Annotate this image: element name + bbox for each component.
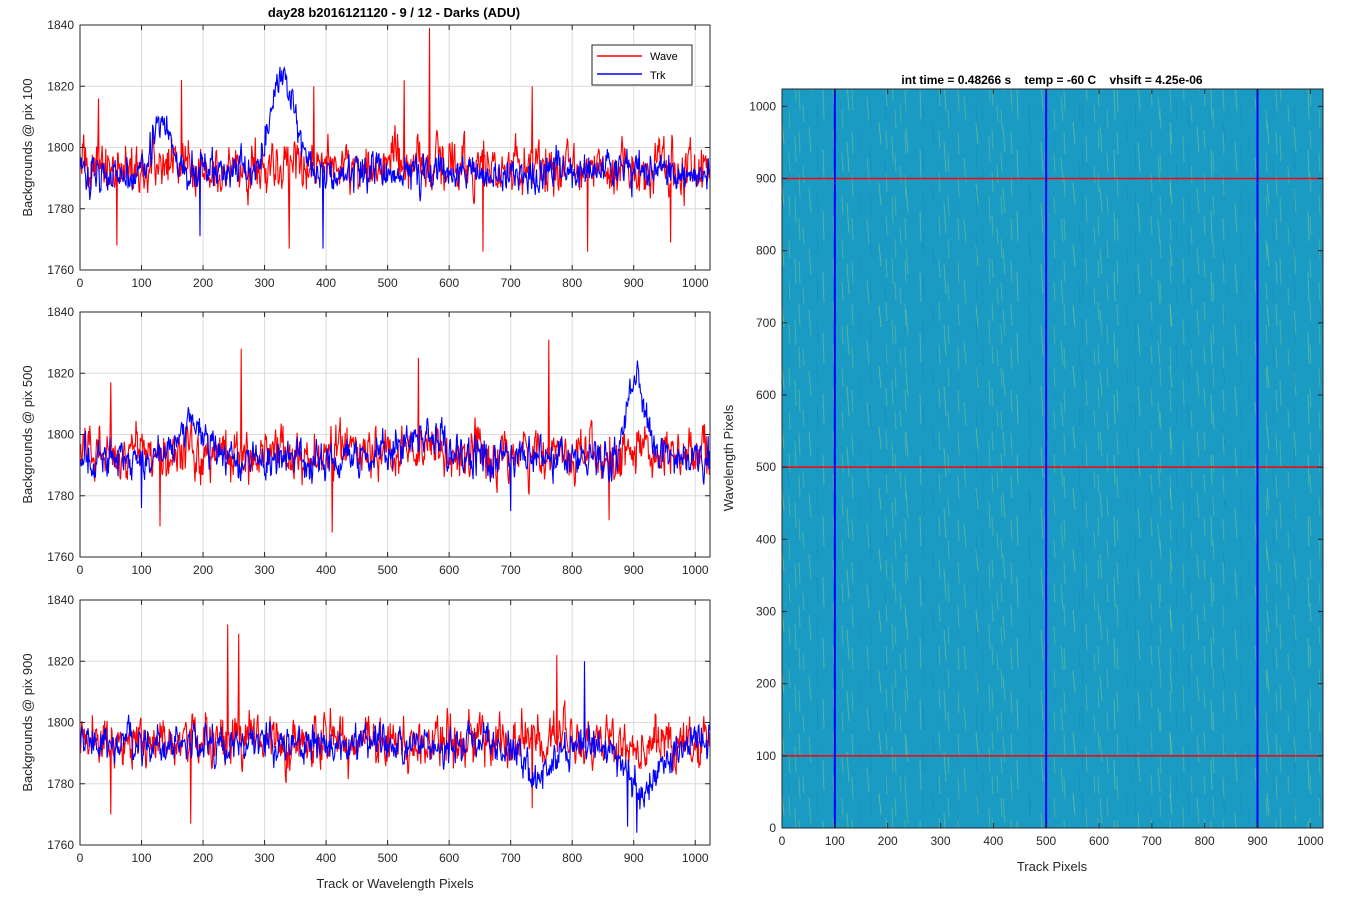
y-tick-label: 200 <box>756 677 776 691</box>
y-tick-label: 0 <box>769 821 776 835</box>
y-tick-label: 900 <box>756 171 776 185</box>
y-tick-label: 600 <box>756 388 776 402</box>
x-tick-label: 900 <box>624 563 644 577</box>
x-tick-label: 300 <box>255 851 275 865</box>
x-tick-label: 0 <box>779 834 786 848</box>
x-tick-label: 100 <box>132 276 152 290</box>
y-tick-label: 1820 <box>47 654 74 668</box>
heatmap-xlabel: Track Pixels <box>1017 859 1088 874</box>
x-tick-label: 300 <box>255 276 275 290</box>
x-tick-label: 500 <box>378 276 398 290</box>
series-trk-line <box>79 65 711 249</box>
series-wave-line <box>79 28 711 252</box>
legend-wave-label: Wave <box>650 51 678 63</box>
series-trk-line <box>79 661 711 833</box>
y-tick-label: 400 <box>756 532 776 546</box>
x-tick-label: 800 <box>1195 834 1215 848</box>
x-axis-label: Track or Wavelength Pixels <box>316 876 474 891</box>
y-tick-label: 1780 <box>47 777 74 791</box>
x-tick-label: 400 <box>316 563 336 577</box>
x-tick-label: 100 <box>132 563 152 577</box>
y-tick-label: 100 <box>756 749 776 763</box>
series-trk-line <box>79 360 711 512</box>
y-tick-label: 1780 <box>47 489 74 503</box>
x-tick-label: 700 <box>1142 834 1162 848</box>
y-tick-label: 1760 <box>47 263 74 277</box>
x-tick-label: 400 <box>316 276 336 290</box>
x-tick-label: 700 <box>501 851 521 865</box>
x-tick-label: 900 <box>624 851 644 865</box>
x-tick-label: 0 <box>77 563 84 577</box>
heatmap-frame <box>781 88 1324 829</box>
y-tick-label: 700 <box>756 316 776 330</box>
x-tick-label: 700 <box>501 563 521 577</box>
x-tick-label: 0 <box>77 276 84 290</box>
y-tick-label: 1820 <box>47 366 74 380</box>
x-tick-label: 500 <box>1036 834 1056 848</box>
line-plot-2: 0 100 200 300 400 500 600 700 800 900 1000 1760 1780… <box>20 305 711 577</box>
y-tick-label: 800 <box>756 244 776 258</box>
y-tick-label: 1800 <box>47 428 74 442</box>
y-axis-label: Backgrounds @ pix 500 <box>20 365 35 503</box>
y-tick-label: 1800 <box>47 716 74 730</box>
x-tick-label: 100 <box>132 851 152 865</box>
heatmap-ylabel: Wavelength Pixels <box>721 404 736 511</box>
x-tick-label: 200 <box>193 276 213 290</box>
y-tick-label: 1760 <box>47 838 74 852</box>
y-tick-label: 300 <box>756 604 776 618</box>
heatmap-ticks: 0 100 200 300 400 500 600 700 800 900 1000 0 100 200 3… <box>749 89 1324 848</box>
x-tick-label: 500 <box>378 563 398 577</box>
x-tick-label: 1000 <box>682 563 709 577</box>
line-plot-3: 0 100 200 300 400 500 600 700 800 900 1000 1760 1780… <box>20 593 711 891</box>
y-axis-label: Backgrounds @ pix 100 <box>20 78 35 216</box>
series-wave-line <box>79 339 711 533</box>
y-tick-label: 1820 <box>47 79 74 93</box>
x-tick-label: 400 <box>316 851 336 865</box>
x-tick-label: 800 <box>562 276 582 290</box>
x-tick-label: 200 <box>878 834 898 848</box>
x-tick-label: 1000 <box>1297 834 1324 848</box>
x-tick-label: 700 <box>501 276 521 290</box>
x-tick-label: 600 <box>439 276 459 290</box>
y-axis-label: Backgrounds @ pix 900 <box>20 653 35 791</box>
x-tick-label: 1000 <box>682 851 709 865</box>
x-tick-label: 500 <box>378 851 398 865</box>
x-tick-label: 1000 <box>682 276 709 290</box>
y-tick-label: 1800 <box>47 141 74 155</box>
x-tick-label: 300 <box>255 563 275 577</box>
heatmap-panel: int time = 0.48266 s temp = -60 C vhsift… <box>721 73 1324 874</box>
y-tick-label: 1780 <box>47 202 74 216</box>
x-tick-label: 200 <box>193 563 213 577</box>
y-tick-label: 1760 <box>47 550 74 564</box>
figure-title: day28 b2016121120 - 9 / 12 - Darks (ADU) <box>268 5 520 20</box>
x-tick-label: 400 <box>983 834 1003 848</box>
legend-box <box>591 44 693 86</box>
heatmap-overlays <box>782 89 1323 828</box>
x-tick-label: 600 <box>439 851 459 865</box>
y-tick-label: 1840 <box>47 593 74 607</box>
legend-trk-label: Trk <box>650 70 666 82</box>
heatmap-title: int time = 0.48266 s temp = -60 C vhsift… <box>901 73 1202 87</box>
x-tick-label: 600 <box>439 563 459 577</box>
x-tick-label: 300 <box>930 834 950 848</box>
legend: Wave Trk <box>591 44 693 86</box>
x-tick-label: 200 <box>193 851 213 865</box>
x-tick-label: 900 <box>1247 834 1267 848</box>
heatmap-texture-fine <box>782 89 1323 828</box>
line-plots: 0 100 200 300 400 500 600 700 800 900 100017601780… <box>20 18 711 891</box>
x-tick-label: 800 <box>562 851 582 865</box>
y-tick-label: 1000 <box>749 99 776 113</box>
y-tick-label: 1840 <box>47 18 74 32</box>
x-tick-label: 100 <box>825 834 845 848</box>
x-tick-label: 0 <box>77 851 84 865</box>
y-tick-label: 500 <box>756 460 776 474</box>
x-tick-label: 800 <box>562 563 582 577</box>
x-tick-label: 600 <box>1089 834 1109 848</box>
x-tick-label: 900 <box>624 276 644 290</box>
y-tick-label: 1840 <box>47 305 74 319</box>
